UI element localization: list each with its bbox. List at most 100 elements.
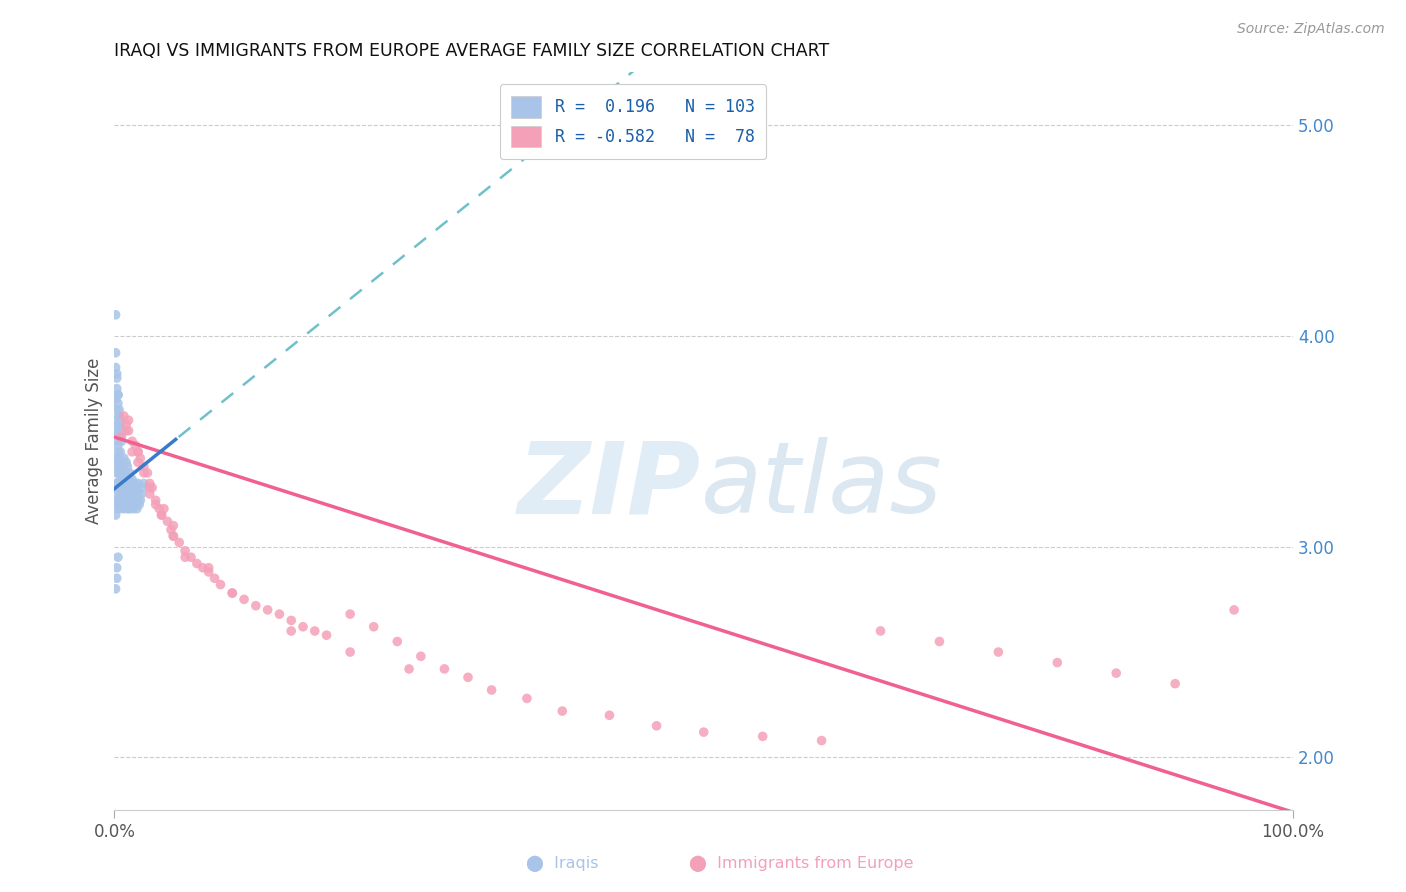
Point [107,550,129,565]
Point [162,529,184,543]
Point [105,402,128,417]
Point [120,481,142,495]
Point [291,620,314,634]
Point [110,413,132,427]
Point [114,481,136,495]
Point [128,498,150,512]
Point [110,430,132,444]
Point [233,592,256,607]
Point [1223,603,1246,617]
Point [104,413,127,427]
Point [150,508,173,522]
Point [108,409,131,423]
Point [105,424,128,438]
Point [121,493,143,508]
Point [110,487,132,501]
Text: atlas: atlas [700,437,942,534]
Point [107,388,129,402]
Text: IRAQI VS IMMIGRANTS FROM EUROPE AVERAGE FAMILY SIZE CORRELATION CHART: IRAQI VS IMMIGRANTS FROM EUROPE AVERAGE … [114,42,830,60]
Point [107,396,129,410]
Point [174,544,197,558]
Point [127,493,149,508]
Point [110,466,132,480]
Point [204,571,226,585]
Point [551,704,574,718]
Point [129,451,152,466]
Point [132,459,155,474]
Point [111,459,134,474]
Point [1164,676,1187,690]
Point [131,487,153,501]
Point [160,523,183,537]
Point [105,434,128,449]
Point [141,481,163,495]
Point [150,508,173,522]
Point [110,445,132,459]
Point [104,501,127,516]
Legend: R =  0.196   N = 103, R = -0.582   N =  78: R = 0.196 N = 103, R = -0.582 N = 78 [499,85,766,159]
Text: ZIP: ZIP [517,437,702,534]
Point [107,498,129,512]
Point [110,459,132,474]
Point [111,498,134,512]
Point [127,476,149,491]
Point [269,607,291,621]
Text: Source: ZipAtlas.com: Source: ZipAtlas.com [1237,22,1385,37]
Point [645,719,668,733]
Point [108,455,131,469]
Point [112,501,135,516]
Point [115,455,138,469]
Point [127,455,149,469]
Point [105,382,128,396]
Point [107,438,129,452]
Point [433,662,456,676]
Point [105,571,128,585]
Point [107,417,129,432]
Point [145,498,167,512]
Point [180,550,202,565]
Point [191,560,214,574]
Point [118,501,141,516]
Point [104,392,127,406]
Point [174,550,197,565]
Point [1046,656,1069,670]
Point [111,424,134,438]
Point [209,577,232,591]
Point [108,402,131,417]
Point [105,560,128,574]
Point [256,603,278,617]
Point [129,493,152,508]
Point [124,476,146,491]
Point [124,493,146,508]
Point [110,434,132,449]
Point [110,493,132,508]
Point [112,476,135,491]
Point [132,476,155,491]
Point [162,518,184,533]
Point [928,634,950,648]
Point [117,459,139,474]
Point [363,620,385,634]
Point [118,487,141,501]
Point [315,628,337,642]
Point [167,535,190,549]
Point [136,466,159,480]
Point [339,607,361,621]
Point [221,586,243,600]
Point [121,445,143,459]
Point [110,472,132,486]
Point [987,645,1010,659]
Point [139,487,162,501]
Point [105,493,128,508]
Point [104,360,127,375]
Point [162,529,184,543]
Point [132,466,155,480]
Point [104,424,127,438]
Point [409,649,432,664]
Point [127,445,149,459]
Point [221,586,243,600]
Point [693,725,716,739]
Point [115,424,138,438]
Point [139,476,162,491]
Point [104,582,127,596]
